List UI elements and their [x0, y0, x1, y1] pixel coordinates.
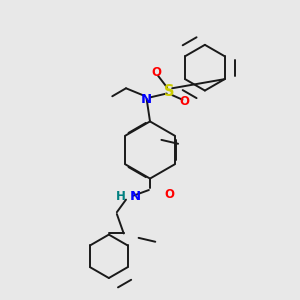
Text: O: O — [164, 188, 174, 201]
Text: N: N — [141, 93, 152, 106]
Text: O: O — [179, 95, 189, 109]
Text: O: O — [152, 66, 162, 79]
Text: N: N — [130, 190, 141, 203]
Text: H: H — [116, 190, 125, 203]
Text: S: S — [164, 84, 175, 99]
